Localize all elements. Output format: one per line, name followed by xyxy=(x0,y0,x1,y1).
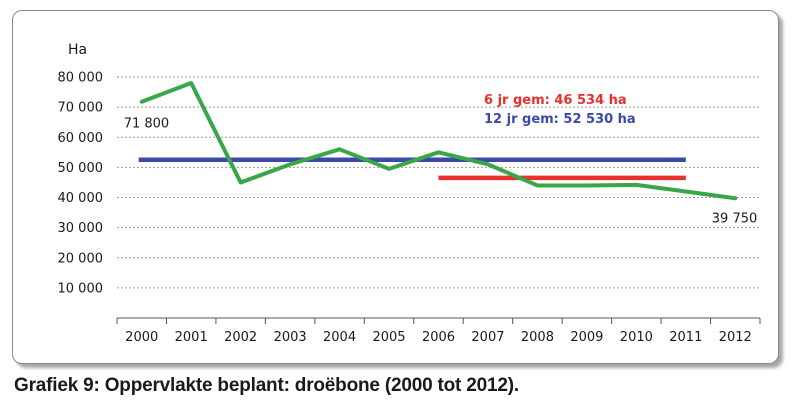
x-tick-label: 2011 xyxy=(669,330,702,345)
y-tick-label: 30 000 xyxy=(58,221,104,236)
y-tick-label: 70 000 xyxy=(58,101,104,116)
x-tick-label: 2000 xyxy=(125,330,158,345)
x-tick-label: 2001 xyxy=(175,330,208,345)
x-tick-label: 2007 xyxy=(471,330,504,345)
y-tick-label: 80 000 xyxy=(58,71,104,86)
y-tick-label: 50 000 xyxy=(58,161,104,176)
data-label: 71 800 xyxy=(124,117,170,132)
y-tick-label: 20 000 xyxy=(58,251,104,266)
y-tick-label: 40 000 xyxy=(58,191,104,206)
data-series xyxy=(139,81,738,201)
x-tick-label: 2008 xyxy=(521,330,554,345)
x-tick-label: 2006 xyxy=(422,330,455,345)
x-tick-label: 2010 xyxy=(620,330,653,345)
data-labels: 71 800 39 750 xyxy=(124,117,758,227)
x-tick-label: 2005 xyxy=(372,330,405,345)
y-axis-label: Ha xyxy=(68,42,87,58)
reference-line-label: 6 jr gem: 46 534 ha xyxy=(484,93,627,108)
reference-line-label: 12 jr gem: 52 530 ha xyxy=(484,112,636,127)
x-tick-label: 2002 xyxy=(224,330,257,345)
gridlines xyxy=(117,76,760,289)
x-axis xyxy=(116,317,761,324)
x-tick-label: 2003 xyxy=(274,330,307,345)
x-tick-label: 2004 xyxy=(323,330,356,345)
x-axis-tick-labels: 2000 2001 2002 2003 2004 2005 2006 2007 2008 2009… xyxy=(125,330,752,345)
y-tick-label: 10 000 xyxy=(58,281,104,296)
series-line xyxy=(139,81,738,201)
y-tick-label: 60 000 xyxy=(58,131,104,146)
y-axis-tick-labels: 10 000 20 000 30 000 40 000 50 000 60 000 70 0… xyxy=(58,71,104,297)
figure-caption: Grafiek 9: Oppervlakte beplant: droëbone… xyxy=(14,375,519,396)
x-tick-label: 2009 xyxy=(570,330,603,345)
reference-line-annotations: 6 jr gem: 46 534 ha 12 jr gem: 52 530 ha xyxy=(484,93,636,127)
data-label: 39 750 xyxy=(712,211,758,226)
x-tick-label: 2012 xyxy=(719,330,752,345)
